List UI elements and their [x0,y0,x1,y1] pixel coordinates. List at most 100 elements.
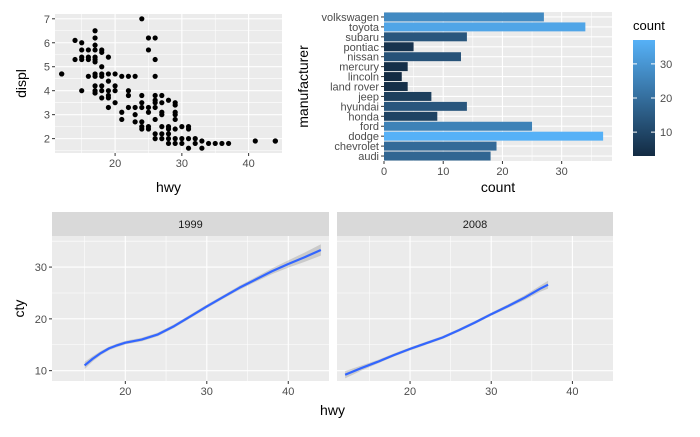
bar [384,12,544,22]
y-tick-label: 6 [44,38,50,50]
category-label: ford [360,121,379,133]
x-tick-label: 20 [496,166,508,178]
scatter-point [165,140,172,147]
scatter-point [252,138,258,144]
x-axis-title: count [481,179,515,195]
y-tick-label: 5 [44,62,50,74]
facet-panel [52,236,329,381]
bar [384,101,467,111]
y-tick-label: 4 [44,86,50,98]
category-label: volkswagen [322,12,379,24]
scatter-point [125,88,132,94]
category-label: honda [348,111,379,123]
scatter-point [152,73,158,79]
scatter-point [92,47,98,53]
scatter-point [99,64,105,70]
scatter-point [112,88,118,94]
smooth-line [83,248,322,367]
scatter-point [152,104,158,111]
scatter-point [145,47,152,53]
smooth-line [344,283,549,376]
scatter-point [172,116,178,123]
scatter-point [192,136,198,142]
bar [384,111,438,121]
bar [384,22,586,32]
scatter-point [179,136,185,142]
scatter-point [99,73,105,79]
scatter-point [172,136,178,142]
y-tick-label: 30 [35,262,47,274]
bar [384,52,461,62]
x-tick-label: 40 [242,158,254,170]
scatter-point [145,104,152,111]
scatter-point [125,104,132,111]
category-label: jeep [357,91,379,103]
scatter-point [185,136,192,142]
x-tick-label: 20 [404,386,416,398]
scatter-point [152,56,158,63]
scatter-point [105,104,112,111]
scatter-point [159,131,165,137]
scatter-point [185,124,192,130]
bar [384,151,491,161]
scatter-point [105,54,112,60]
x-axis-title: hwy [320,402,345,418]
scatter-point [172,126,178,132]
scatter-point [72,37,78,43]
scatter-point [92,90,98,96]
category-label: dodge [348,131,379,143]
scatter-point [79,88,85,94]
scatter-point [139,104,145,111]
scatter-point [105,95,112,101]
category-label: pontiac [344,42,380,54]
faceted-line-plot: 1999 20 30 40 10 20 30 2008 20 30 40 hwy cty [11,212,613,418]
scatter-point [145,35,152,41]
scatter-point [145,109,152,115]
x-tick-label: 0 [381,166,387,178]
scatter-point [112,83,118,89]
scatter-point [139,100,145,106]
scatter-point [172,100,178,106]
y-axis-title: manufacturer [295,45,311,128]
category-label: audi [358,151,379,163]
category-label: subaru [345,32,379,44]
bar [384,121,533,131]
x-tick-label: 40 [566,386,578,398]
scatter-point [85,73,91,79]
x-tick-label: 30 [485,386,497,398]
bar [384,131,604,141]
bar [384,72,402,82]
legend-tick-label: 20 [660,93,672,105]
x-tick-label: 20 [109,158,121,170]
y-axis-title: cty [11,300,27,318]
scatter-point [112,100,118,106]
scatter-point [132,112,138,118]
y-tick-label: 3 [44,110,50,122]
scatter-point [139,119,145,125]
y-axis-title: displ [13,69,29,98]
legend-tick-label: 30 [660,59,672,71]
scatter-point [272,138,278,144]
scatter-point [159,112,165,118]
scatter-point [159,124,165,130]
scatter-point [152,136,158,142]
scatter-point [99,88,105,94]
scatter-point [92,73,98,79]
scatter-point [105,78,112,84]
bar-chart: volkswagentoyotasubarupontiacnissanmercu… [295,12,672,195]
y-tick-label: 2 [44,134,50,146]
scatter-point [132,73,138,79]
category-label: toyota [349,22,380,34]
scatter-point [172,109,178,115]
scatter-point [212,140,218,147]
scatter-plot: 20 30 40 2 3 4 5 6 7 hwy displ [13,14,282,195]
x-tick-label: 30 [176,158,188,170]
y-tick-label: 10 [35,366,47,378]
scatter-point [59,71,65,77]
scatter-point [159,100,165,106]
x-tick-label: 10 [437,166,449,178]
bar [384,82,408,91]
scatter-point [119,109,125,115]
scatter-point [179,140,185,147]
